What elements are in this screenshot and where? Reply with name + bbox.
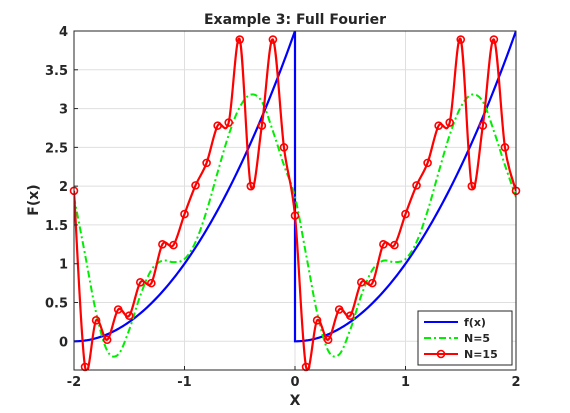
series-point-n15 bbox=[202, 158, 211, 168]
y-tick-label: 3 bbox=[59, 103, 68, 118]
series-point-n15 bbox=[467, 181, 477, 191]
series-point-n15 bbox=[191, 181, 200, 190]
series-point-n15 bbox=[500, 143, 510, 152]
series-line-f-x bbox=[74, 31, 516, 343]
series-point-n15 bbox=[456, 35, 466, 44]
series-point-n15 bbox=[180, 209, 189, 219]
series-point-n15 bbox=[246, 181, 256, 191]
series-point-n15 bbox=[235, 35, 245, 44]
legend-marker bbox=[436, 349, 446, 359]
series-point-n15 bbox=[147, 278, 156, 288]
series-point-n15 bbox=[334, 305, 344, 314]
chart-title: Example 3: Full Fourier bbox=[204, 12, 386, 28]
series-point-n15 bbox=[102, 335, 112, 345]
x-tick-label: 2 bbox=[511, 375, 520, 390]
x-tick-label: -1 bbox=[177, 375, 191, 390]
series-line-n5 bbox=[74, 93, 516, 358]
series-point-n15 bbox=[478, 121, 488, 130]
y-tick-label: 3.5 bbox=[45, 64, 68, 79]
series-point-n15 bbox=[401, 209, 410, 219]
series-point-n15 bbox=[312, 316, 322, 325]
series-point-n15 bbox=[434, 121, 443, 130]
series-point-n15 bbox=[124, 311, 134, 320]
legend-label: N=5 bbox=[464, 332, 490, 345]
y-tick-label: 1 bbox=[59, 258, 68, 273]
series-point-n15 bbox=[91, 316, 101, 325]
series-point-n15 bbox=[290, 211, 300, 220]
ticks: -2 -1 0 1 2 0 0.5 1 1.5 2 2.5 3 3.5 4 bbox=[45, 25, 521, 390]
y-tick-label: 2.5 bbox=[45, 141, 68, 156]
series-point-n15 bbox=[345, 311, 355, 320]
legend-box bbox=[417, 310, 513, 366]
series-point-n15 bbox=[323, 335, 333, 345]
series-point-n15 bbox=[423, 158, 432, 168]
x-tick-label: -2 bbox=[67, 375, 81, 390]
x-tick-label: 1 bbox=[401, 375, 410, 390]
series-point-n15 bbox=[390, 240, 399, 250]
series-point-n15 bbox=[257, 121, 267, 130]
series-point-n15 bbox=[213, 121, 222, 130]
y-tick-label: 4 bbox=[59, 25, 68, 40]
series-point-n15 bbox=[169, 240, 178, 250]
y-axis-label: F(x) bbox=[26, 184, 42, 215]
legend-label: f(x) bbox=[464, 316, 486, 329]
series-point-n15 bbox=[136, 278, 145, 287]
series-layer bbox=[69, 31, 521, 372]
legend: f(x) N=5 N=15 bbox=[417, 310, 513, 366]
series-point-n15 bbox=[279, 143, 289, 152]
y-tick-label: 0.5 bbox=[45, 297, 68, 312]
series-point-n15 bbox=[113, 305, 123, 314]
x-axis-label: X bbox=[290, 393, 301, 409]
series-point-n15 bbox=[379, 240, 388, 249]
series-point-n15 bbox=[268, 35, 278, 44]
series-point-n15 bbox=[368, 278, 377, 288]
x-tick-label: 0 bbox=[290, 375, 299, 390]
series-point-n15 bbox=[158, 240, 167, 249]
series-point-n15 bbox=[445, 118, 455, 127]
y-tick-label: 2 bbox=[59, 180, 68, 195]
y-tick-label: 1.5 bbox=[45, 219, 68, 234]
series-point-n15 bbox=[412, 181, 421, 190]
series-point-n15 bbox=[356, 278, 366, 287]
series-point-n15 bbox=[224, 118, 233, 127]
y-tick-label: 0 bbox=[59, 335, 68, 350]
series-point-n15 bbox=[489, 35, 499, 44]
legend-label: N=15 bbox=[464, 348, 498, 361]
